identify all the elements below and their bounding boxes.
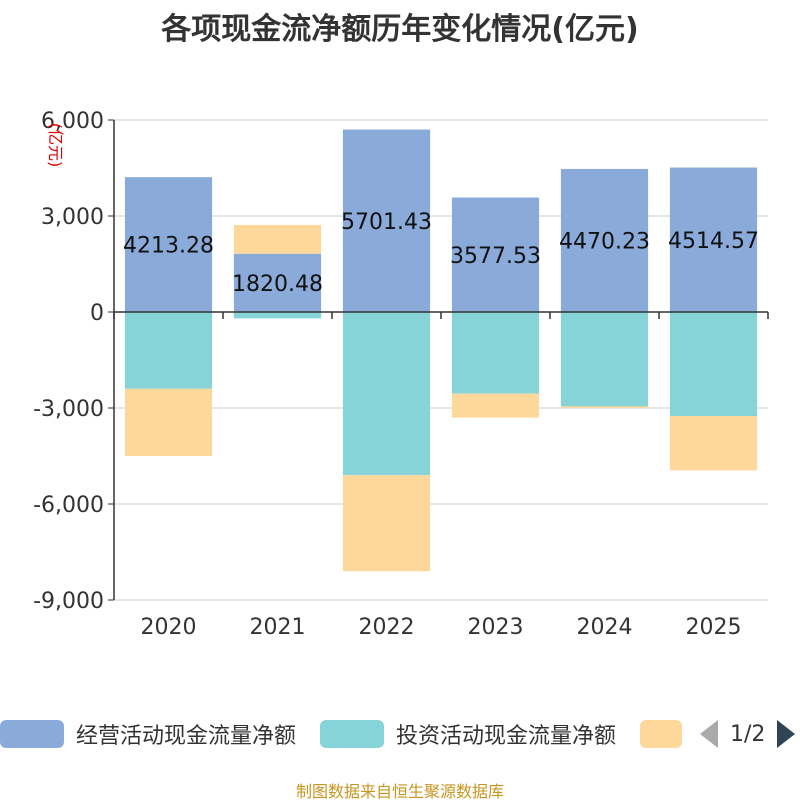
x-tick-label-2020: 2020 <box>141 615 197 640</box>
y-tick-label: 0 <box>90 301 104 326</box>
chart-title: 各项现金流净额历年变化情况(亿元) <box>161 12 639 47</box>
bar-2023-series-1 <box>451 312 540 394</box>
y-tick-label: 6,000 <box>41 109 104 134</box>
pager-page-indicator: 1/2 <box>730 721 766 747</box>
legend-pager: 1/2 <box>700 716 796 752</box>
bar-2025-series-2 <box>669 416 758 471</box>
bar-2022-series-2 <box>342 475 431 572</box>
bar-2021-series-2 <box>233 224 322 254</box>
legend-swatch-investing <box>320 720 384 748</box>
data-source-note: 制图数据来自恒生聚源数据库 <box>295 782 504 801</box>
bar-2021-series-0 <box>233 253 322 312</box>
bar-2021-series-1 <box>233 312 322 319</box>
legend-swatch-financing <box>640 720 682 748</box>
bar-2020-series-0 <box>124 177 213 312</box>
bar-2024-series-2 <box>560 406 649 408</box>
pager-prev-icon[interactable] <box>700 720 718 748</box>
bar-2022-series-0 <box>342 129 431 312</box>
data-label-2025: 4514.57 <box>668 229 759 254</box>
bar-2020-series-1 <box>124 312 213 389</box>
x-tick-label-2025: 2025 <box>686 615 742 640</box>
legend-item-investing[interactable]: 投资活动现金流量净额 <box>320 716 616 752</box>
chart-canvas: -9,000 -6,000 -3,000 0 3,000 6,000(亿元) 4213.28… <box>33 109 769 640</box>
y-axis-label: (亿元) <box>46 123 65 168</box>
data-label-2024: 4470.23 <box>559 229 650 254</box>
legend-item-financing[interactable] <box>640 716 682 752</box>
bar-2023-series-0 <box>451 197 540 312</box>
y-tick-label: -6,000 <box>33 493 104 518</box>
pager-next-icon[interactable] <box>777 720 796 748</box>
y-tick-label: -3,000 <box>33 397 104 422</box>
bar-2023-series-2 <box>451 393 540 418</box>
bar-2020-series-2 <box>124 388 213 456</box>
legend-label-operating: 经营活动现金流量净额 <box>76 724 297 749</box>
x-tick-label-2023: 2023 <box>468 615 524 640</box>
legend-label-investing: 投资活动现金流量净额 <box>396 724 617 749</box>
data-label-2020: 4213.28 <box>123 234 214 259</box>
data-label-2021: 1820.48 <box>232 272 323 297</box>
x-tick-label-2024: 2024 <box>577 615 633 640</box>
bar-2022-series-1 <box>342 312 431 476</box>
y-tick-label: -9,000 <box>33 589 104 614</box>
bar-2024-series-1 <box>560 312 649 407</box>
legend-item-operating[interactable]: 经营活动现金流量净额 <box>0 716 296 752</box>
data-label-2022: 5701.43 <box>341 210 432 235</box>
x-tick-label-2021: 2021 <box>250 615 306 640</box>
legend-swatch-operating <box>0 720 64 748</box>
y-tick-label: 3,000 <box>41 205 104 230</box>
bar-2025-series-1 <box>669 312 758 416</box>
x-tick-label-2022: 2022 <box>359 615 415 640</box>
data-label-2023: 3577.53 <box>450 244 541 269</box>
bar-2024-series-0 <box>560 168 649 312</box>
bar-2025-series-0 <box>669 167 758 312</box>
legend: 经营活动现金流量净额 投资活动现金流量净额 <box>0 716 800 756</box>
